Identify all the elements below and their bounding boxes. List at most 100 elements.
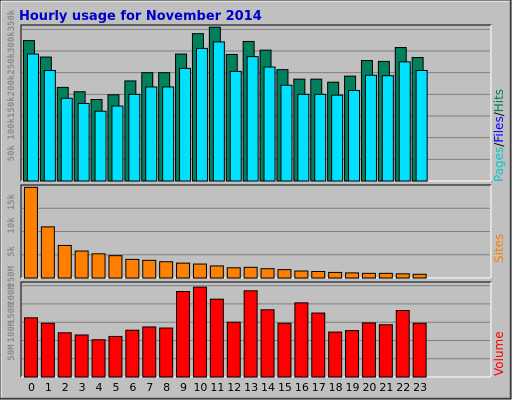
bar-sites [192,263,207,279]
bar-files [348,89,361,182]
bar-sites [159,261,174,279]
ytick-label: 100k [7,117,17,139]
xtick-label: 13 [244,381,258,394]
legend-volume-label: Volume [492,331,506,376]
ytick-label: 150k [7,96,17,118]
xtick-label: 20 [362,381,376,394]
bar-sites [74,250,89,279]
bar-volume [277,322,292,378]
xtick-label: 6 [129,381,136,394]
ytick-label: 15k [7,193,17,210]
bar-files [195,47,208,182]
xtick-label: 19 [346,381,360,394]
bar-sites [142,259,157,279]
bar-volume [91,339,106,378]
bar-files [398,61,411,182]
bar-sites [412,273,427,279]
xtick-label: 1 [45,381,52,394]
bar-volume [125,329,140,378]
ytick-label: 50M [7,344,17,361]
bar-files [179,67,192,182]
bar-files [263,66,276,182]
bar-volume [192,286,207,378]
panel-sites-ytick-labels: 5k 10k 15k [7,193,17,256]
bar-sites [57,244,72,279]
xtick-label: 10 [193,381,207,394]
bar-sites [23,186,38,279]
bar-volume [243,290,258,378]
bar-volume [311,312,326,378]
bar-sites [226,267,241,279]
ytick-label: 50k [7,144,17,161]
bar-sites [277,269,292,279]
bar-volume [294,302,309,378]
legend-volume: Volume [492,331,506,376]
ytick-label: 10k [7,217,17,234]
legend-sites: Sites [492,234,506,263]
bar-sites [40,226,55,279]
xtick-label: 11 [210,381,224,394]
bar-volume [57,332,72,378]
bar-files [331,94,344,182]
bar-files [162,86,175,182]
ytick-label: 5k [7,245,17,256]
bar-files [246,56,259,182]
ytick-label: 250M [7,265,17,287]
xtick-label: 17 [312,381,326,394]
x-axis-hour-labels: 0 1 2 3 4 5 6 7 8 9 10 11 12 13 14 15 16 17 18 19 20 21 22 23 [28,381,427,394]
bar-files [26,53,39,182]
legend-sites-label: Sites [492,234,506,263]
xtick-label: 5 [112,381,119,394]
xtick-label: 21 [379,381,393,394]
panel-volume-bars [23,286,427,378]
bar-volume [159,327,174,378]
bar-files [381,75,394,182]
bar-volume [40,322,55,378]
bar-sites [260,268,275,279]
bar-files [128,93,141,182]
ytick-label: 350k [7,9,17,31]
ytick-label: 250k [7,52,17,74]
bar-files [94,110,107,182]
bar-files [364,74,377,182]
bar-files [77,102,90,182]
bar-sites [209,265,224,279]
bar-sites [395,273,410,279]
bar-volume [142,326,157,378]
legend-sep-1: / [492,142,506,147]
xtick-label: 15 [278,381,292,394]
bar-volume [378,324,393,378]
xtick-label: 8 [163,381,170,394]
xtick-label: 2 [62,381,69,394]
bar-volume [209,298,224,378]
xtick-label: 0 [28,381,35,394]
bar-files [43,70,56,182]
bar-files [145,86,158,182]
bar-files [212,41,225,182]
legend-files: Files [492,116,506,142]
panel-hits-files-pages-bars [22,26,428,182]
bar-volume [345,330,360,378]
xtick-label: 23 [413,381,427,394]
bar-volume [412,322,427,378]
bar-sites [294,270,309,279]
bar-sites [91,253,106,279]
bar-files [60,97,73,182]
bar-sites [125,258,140,279]
legend-pages: Pages [492,147,506,182]
ytick-label: 200M [7,284,17,306]
svg-text:Pages/Files/Hits: Pages/Files/Hits [492,89,506,182]
bar-files [280,84,293,182]
ytick-label: 300k [7,31,17,53]
bar-sites [378,272,393,279]
bar-volume [395,310,410,378]
legend-hits: Hits [492,89,506,112]
ytick-label: 150M [7,302,17,324]
xtick-label: 14 [261,381,275,394]
